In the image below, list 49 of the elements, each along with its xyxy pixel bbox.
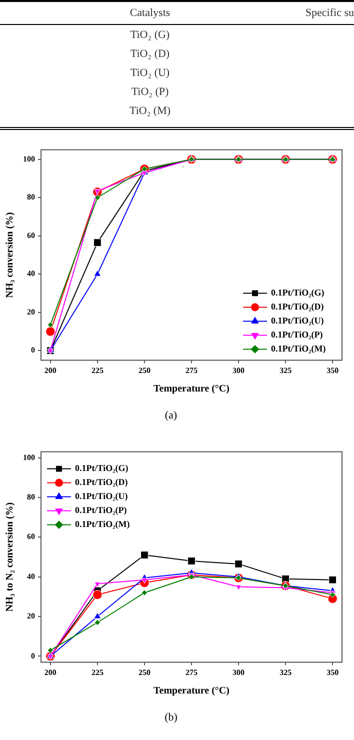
y-tick-label: 20 [27, 612, 35, 621]
y-tick-label: 60 [27, 532, 35, 542]
text: (b) [164, 711, 178, 724]
x-tick-label: 200 [44, 366, 56, 376]
y-tick-label: 40 [27, 269, 35, 278]
legend-label: 0.1Pt/TiO₂(U) [75, 491, 128, 502]
legend-label: 0.1Pt/TiO₂(D) [75, 477, 128, 488]
text: TiO₂ (G) [129, 28, 171, 42]
legend-label: 0.1Pt/TiO₂(U) [271, 316, 324, 326]
legend-label: 0.1Pt/TiO₂(M) [271, 344, 326, 354]
x-tick-label: 275 [186, 366, 198, 376]
x-tick-label: 200 [44, 668, 56, 678]
x-tick-label: 250 [138, 366, 150, 376]
x-tick-label: 225 [91, 366, 104, 376]
y-tick-label: 40 [27, 572, 35, 581]
legend-label: 0.1Pt/TiO₂(D) [271, 302, 324, 312]
text: TiO₂ (M) [128, 104, 172, 118]
x-tick-label: 300 [232, 668, 245, 678]
y-tick-label: 100 [23, 154, 35, 164]
text: TiO₂ (P) [130, 84, 170, 100]
legend-label: 0.1Pt/TiO₂(G) [75, 463, 128, 474]
text: TiO₂ (U) [129, 66, 171, 80]
legend-label: 0.1Pt/TiO₂(M) [75, 519, 130, 530]
legend-label: 0.1Pt/TiO₂(P) [271, 330, 323, 340]
legend-label: 0.1Pt/TiO₂(G) [271, 288, 324, 298]
y-tick-label: 60 [27, 230, 35, 240]
x-tick-label: 325 [280, 366, 292, 376]
y-tick-label: 80 [27, 192, 35, 202]
text: (a) [164, 409, 178, 422]
y-tick-label: 0 [31, 651, 35, 660]
x-tick-label: 325 [280, 668, 292, 678]
x-tick-label: 300 [232, 366, 245, 376]
x-tick-label: 350 [326, 366, 339, 376]
y-tick-label: 80 [27, 492, 35, 502]
y-axis-title: NH₃ to N₂ conversion (%) [4, 502, 16, 612]
text: TiO₂ (D) [129, 46, 171, 62]
legend-label: 0.1Pt/TiO₂(P) [75, 505, 127, 516]
text: Specific su [210, 2, 354, 24]
x-tick-label: 275 [186, 668, 198, 678]
x-tick-label: 225 [91, 668, 104, 678]
y-axis-title: NH₃ conversion (%) [4, 212, 16, 298]
text: Catalysts [90, 2, 210, 24]
y-tick-label: 20 [27, 307, 35, 316]
x-tick-label: 250 [138, 668, 150, 678]
y-tick-label: 0 [31, 346, 35, 355]
y-tick-label: 100 [23, 452, 35, 462]
x-tick-label: 350 [326, 668, 339, 678]
x-axis-title: Temperature (°C) [154, 383, 230, 394]
x-axis-title: Temperature (°C) [154, 685, 230, 696]
